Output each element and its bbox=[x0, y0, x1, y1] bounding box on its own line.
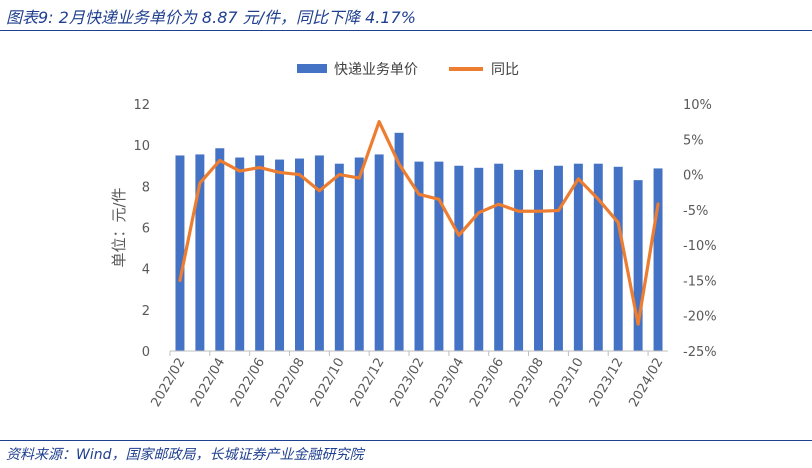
bar bbox=[633, 180, 643, 351]
bar bbox=[235, 157, 245, 351]
bar bbox=[414, 161, 424, 351]
y2-tick-label: 5% bbox=[683, 133, 704, 148]
bar bbox=[613, 166, 623, 351]
bar bbox=[593, 163, 603, 351]
bar bbox=[434, 161, 444, 351]
bar bbox=[534, 169, 544, 351]
x-tick-label: 2023/08 bbox=[507, 356, 547, 410]
y-tick-label: 6 bbox=[142, 222, 150, 237]
x-tick-label: 2022/06 bbox=[228, 356, 268, 410]
x-tick-label: 2022/02 bbox=[148, 356, 188, 410]
chart-title: 图表9: 2月快递业务单价为 8.87 元/件，同比下降 4.17% bbox=[6, 8, 416, 27]
legend-label-bar: 快递业务单价 bbox=[334, 62, 418, 78]
x-tick-label: 2022/08 bbox=[268, 356, 308, 410]
bar bbox=[255, 155, 265, 351]
y2-tick-label: -25% bbox=[683, 345, 717, 360]
bar bbox=[454, 165, 464, 351]
y-tick-label: 10 bbox=[133, 139, 150, 154]
x-tick-label: 2024/02 bbox=[627, 356, 667, 410]
x-tick-label: 2023/02 bbox=[387, 356, 427, 410]
legend-swatch-bar bbox=[297, 64, 327, 73]
y-tick-label: 0 bbox=[142, 345, 150, 360]
x-tick-label: 2023/10 bbox=[547, 356, 587, 410]
bar bbox=[294, 158, 304, 351]
bar bbox=[514, 169, 524, 351]
bar bbox=[275, 159, 285, 351]
y2-tick-label: -15% bbox=[683, 274, 717, 289]
bar bbox=[553, 165, 563, 351]
y-tick-label: 12 bbox=[133, 98, 150, 113]
bar bbox=[175, 155, 185, 351]
bar bbox=[314, 155, 324, 351]
y2-tick-label: -10% bbox=[683, 239, 717, 254]
y2-tick-label: -5% bbox=[683, 204, 708, 219]
x-tick-label: 2023/04 bbox=[427, 356, 467, 410]
bar bbox=[334, 163, 344, 351]
x-tick-label: 2022/04 bbox=[188, 356, 228, 410]
y2-tick-label: -20% bbox=[683, 310, 717, 325]
bar bbox=[474, 167, 484, 351]
bar bbox=[494, 163, 504, 351]
y-tick-label: 2 bbox=[142, 304, 150, 319]
bar bbox=[215, 148, 225, 351]
footer-divider bbox=[0, 440, 812, 441]
y-axis-label: 单位：元/件 bbox=[110, 187, 128, 267]
bar bbox=[573, 163, 583, 351]
y2-tick-label: 0% bbox=[683, 169, 704, 184]
title-divider bbox=[0, 30, 812, 31]
bar bbox=[374, 154, 384, 351]
x-tick-label: 2022/10 bbox=[308, 356, 348, 410]
source-note: 资料来源：Wind，国家邮政局，长城证券产业金融研究院 bbox=[6, 447, 364, 463]
y-tick-label: 8 bbox=[142, 180, 150, 195]
x-tick-label: 2023/06 bbox=[467, 356, 507, 410]
bar bbox=[653, 168, 663, 351]
bar bbox=[394, 132, 404, 351]
bar bbox=[354, 157, 364, 351]
bar bbox=[195, 154, 205, 351]
x-tick-label: 2022/12 bbox=[348, 356, 388, 410]
x-tick-label: 2023/12 bbox=[587, 356, 627, 410]
y-tick-label: 4 bbox=[142, 263, 150, 278]
legend-label-line: 同比 bbox=[491, 62, 519, 78]
y2-tick-label: 10% bbox=[683, 98, 712, 113]
